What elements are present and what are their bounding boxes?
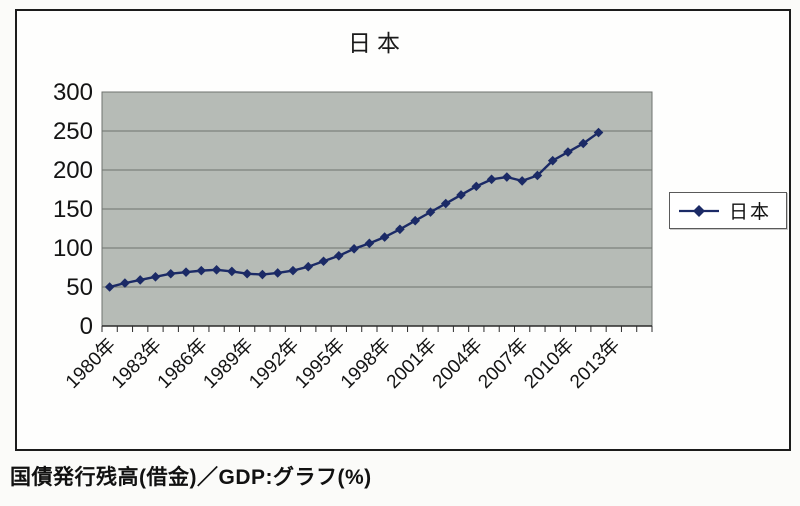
x-axis-label: 1989年 <box>199 334 258 393</box>
data-point-marker <box>532 170 543 181</box>
data-point-marker <box>257 269 268 280</box>
legend-series-marker-icon <box>679 204 719 217</box>
data-point-marker <box>547 155 558 166</box>
x-axis-label: 2010年 <box>520 334 579 393</box>
data-point-marker <box>211 265 222 275</box>
data-point-marker <box>120 278 130 288</box>
x-axis-label: 1986年 <box>153 334 212 393</box>
x-axis-label: 2001年 <box>382 334 441 393</box>
data-point-marker <box>288 265 298 276</box>
x-axis-label: 2007年 <box>474 334 533 393</box>
data-point-marker <box>303 261 314 272</box>
chart-caption: 国債発行残高(借金)／GDP:グラフ(%) <box>10 466 372 489</box>
data-point-marker <box>181 267 191 277</box>
data-point-marker <box>502 172 512 182</box>
y-axis-label: 200 <box>53 157 93 184</box>
data-point-marker <box>272 268 283 278</box>
data-point-marker <box>165 268 176 279</box>
y-axis-label: 50 <box>66 274 93 301</box>
data-point-marker <box>395 224 405 235</box>
data-point-marker <box>349 243 359 254</box>
data-point-marker <box>242 268 252 279</box>
y-axis-label: 250 <box>53 118 93 145</box>
data-point-marker <box>227 266 237 277</box>
data-point-marker <box>334 251 344 261</box>
line-chart-canvas: 0501001502002503001980年1983年1986年1989年19… <box>53 79 653 393</box>
legend-series-label: 日本 <box>729 202 772 223</box>
data-point-marker <box>456 190 466 200</box>
y-axis-label: 0 <box>80 313 93 340</box>
x-axis-label: 1995年 <box>290 334 349 393</box>
legend: 日本 <box>669 192 787 229</box>
x-axis-label: 1980年 <box>61 334 120 393</box>
data-point-marker <box>486 174 497 185</box>
x-axis-label: 2004年 <box>428 334 487 393</box>
x-axis-label: 2013年 <box>565 334 624 393</box>
data-point-marker <box>440 198 451 209</box>
data-point-marker <box>104 282 115 292</box>
y-axis-label: 100 <box>53 235 93 262</box>
data-point-marker <box>517 176 527 186</box>
data-point-marker <box>318 256 329 267</box>
data-point-marker <box>150 272 161 282</box>
data-point-marker <box>578 138 589 149</box>
x-axis-label: 1983年 <box>107 334 166 393</box>
y-axis-label: 150 <box>53 196 93 223</box>
data-point-marker <box>593 127 604 138</box>
y-axis-label: 300 <box>53 79 93 106</box>
data-point-marker <box>364 238 375 249</box>
data-point-marker <box>563 147 573 157</box>
data-point-marker <box>410 215 420 226</box>
chart-frame: 日本 0 50 100 150 200 250 300 1980年 1983年 1986年 1989… <box>15 9 791 451</box>
x-axis-label: 1992年 <box>245 334 304 393</box>
data-point-marker <box>471 181 482 192</box>
data-point-marker <box>379 232 390 242</box>
x-axis-label: 1998年 <box>336 334 395 393</box>
chart-title: 日本 <box>348 30 406 56</box>
data-point-marker <box>196 265 207 276</box>
data-point-marker <box>425 207 436 217</box>
